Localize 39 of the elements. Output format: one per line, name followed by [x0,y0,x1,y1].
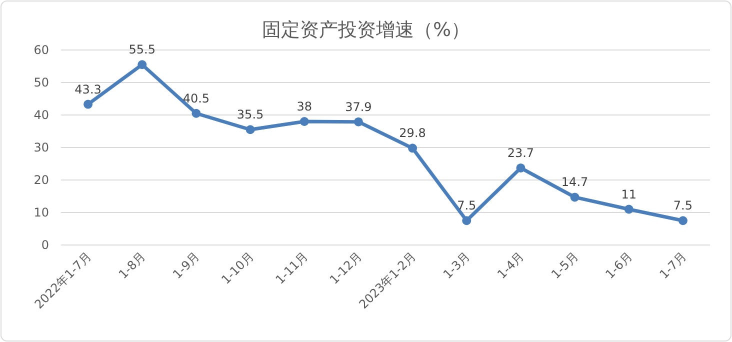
chart-title: 固定资产投资增速（%） [262,19,470,41]
x-tick-label: 1-4月 [494,249,527,282]
data-label: 23.7 [507,146,534,160]
point [408,144,418,153]
data-label: 29.8 [399,126,426,140]
x-tick-label: 1-9月 [170,249,202,282]
y-tick-label: 60 [34,43,49,57]
y-tick-label: 10 [34,206,49,220]
point [624,204,634,214]
y-tick-label: 40 [34,108,49,122]
point [192,108,201,118]
point [678,216,688,226]
point [516,163,526,172]
y-tick-label: 20 [34,173,49,187]
x-tick-label: 1-6月 [602,249,635,282]
point [354,117,363,126]
x-tick-label: 1-3月 [440,249,473,282]
x-tick-label: 1-7月 [656,249,690,282]
x-tick-label: 1-8月 [116,249,148,282]
data-label: 38 [296,100,312,114]
data-label: 55.5 [128,42,156,57]
point [84,100,93,109]
data-label: 11 [621,187,637,202]
y-tick-label: 50 [34,76,49,90]
point [246,125,255,134]
data-label: 37.9 [345,100,372,114]
data-label: 7.5 [457,198,476,213]
point [138,60,147,70]
data-label: 35.5 [236,108,264,122]
x-tick-label: 1-5月 [548,249,581,282]
data-label: 14.7 [561,175,588,190]
point [570,192,580,202]
y-tick-label: 30 [34,140,49,154]
y-tick-label: 0 [41,238,49,252]
data-label: 7.5 [673,198,693,213]
data-label: 40.5 [182,91,210,106]
point [462,216,472,226]
data-label: 43.3 [74,82,102,96]
point [300,117,309,126]
